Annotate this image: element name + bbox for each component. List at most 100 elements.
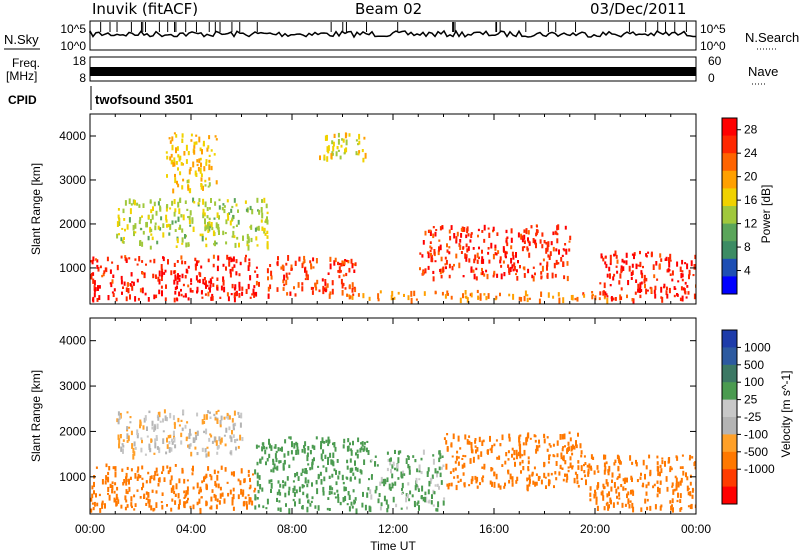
echo-cell bbox=[574, 471, 577, 475]
echo-cell bbox=[154, 274, 157, 278]
echo-cell bbox=[487, 293, 490, 299]
echo-cell bbox=[659, 480, 662, 485]
echo-cell bbox=[659, 464, 662, 468]
echo-cell bbox=[348, 506, 351, 512]
echo-cell bbox=[506, 236, 509, 239]
echo-cell bbox=[184, 261, 187, 265]
echo-cell bbox=[639, 476, 642, 480]
echo-cell bbox=[454, 467, 457, 471]
echo-cell bbox=[111, 488, 114, 494]
echo-cell bbox=[208, 177, 211, 181]
echo-cell bbox=[245, 288, 248, 294]
echo-cell bbox=[338, 269, 341, 274]
echo-cell bbox=[435, 508, 438, 512]
echo-cell bbox=[461, 457, 464, 460]
echo-cell bbox=[503, 272, 506, 277]
echo-cell bbox=[336, 459, 339, 463]
echo-cell bbox=[568, 240, 571, 243]
echo-cell bbox=[153, 423, 156, 427]
echo-cell bbox=[397, 291, 400, 295]
echo-cell bbox=[566, 475, 569, 480]
velocity-colorbar-segment bbox=[722, 382, 737, 401]
echo-cell bbox=[291, 441, 293, 448]
echo-cell bbox=[162, 438, 165, 444]
echo-cell bbox=[208, 217, 211, 221]
echo-cell bbox=[554, 471, 557, 475]
echo-cell bbox=[274, 453, 277, 459]
echo-cell bbox=[332, 442, 334, 446]
echo-cell bbox=[577, 484, 580, 488]
echo-cell bbox=[481, 479, 484, 483]
echo-cell bbox=[295, 449, 298, 455]
echo-cell bbox=[605, 502, 608, 506]
echo-cell bbox=[153, 478, 156, 481]
echo-cell bbox=[141, 241, 144, 247]
echo-cell bbox=[184, 275, 187, 279]
echo-cell bbox=[117, 208, 120, 211]
echo-cell bbox=[216, 418, 219, 424]
echo-cell bbox=[219, 424, 222, 428]
echo-cell bbox=[118, 217, 121, 222]
echo-cell bbox=[343, 152, 346, 155]
echo-cell bbox=[424, 496, 426, 503]
echo-cell bbox=[627, 491, 630, 496]
echo-cell bbox=[160, 275, 163, 281]
echo-cell bbox=[494, 298, 497, 301]
echo-cell bbox=[171, 144, 174, 151]
echo-cell bbox=[177, 417, 180, 423]
echo-cell bbox=[254, 292, 257, 295]
echo-cell bbox=[249, 205, 252, 211]
echo-cell bbox=[185, 436, 188, 442]
echo-cell bbox=[156, 240, 159, 245]
echo-cell bbox=[329, 291, 332, 295]
echo-cell bbox=[279, 492, 282, 496]
echo-cell bbox=[408, 469, 411, 475]
velocity-colorbar-segment bbox=[722, 330, 737, 348]
echo-cell bbox=[210, 475, 213, 481]
echo-cell bbox=[465, 243, 468, 248]
echo-cell bbox=[606, 493, 609, 498]
echo-cell bbox=[131, 285, 134, 291]
echo-cell bbox=[358, 133, 361, 140]
echo-cell bbox=[338, 275, 341, 279]
echo-cell bbox=[370, 474, 373, 480]
echo-cell bbox=[517, 451, 520, 457]
echo-cell bbox=[99, 265, 102, 269]
echo-cell bbox=[518, 296, 521, 301]
echo-cell bbox=[671, 270, 674, 276]
echo-cell bbox=[183, 151, 186, 156]
echo-cell bbox=[515, 453, 518, 460]
echo-cell bbox=[294, 473, 297, 478]
echo-cell bbox=[436, 470, 439, 474]
echo-cell bbox=[176, 298, 179, 302]
echo-cell bbox=[664, 460, 666, 467]
echo-cell bbox=[549, 251, 552, 256]
echo-cell bbox=[208, 437, 211, 442]
echo-cell bbox=[603, 462, 606, 467]
echo-cell bbox=[222, 230, 225, 236]
echo-cell bbox=[253, 293, 256, 298]
echo-cell bbox=[305, 470, 308, 475]
echo-cell bbox=[558, 471, 561, 476]
echo-cell bbox=[469, 239, 472, 243]
echo-cell bbox=[217, 255, 220, 261]
echo-cell bbox=[439, 226, 442, 231]
echo-cell bbox=[176, 146, 179, 151]
echo-cell bbox=[440, 256, 443, 262]
echo-cell bbox=[266, 216, 268, 222]
echo-cell bbox=[200, 162, 202, 168]
echo-cell bbox=[528, 252, 531, 258]
echo-cell bbox=[197, 167, 200, 172]
echo-cell bbox=[201, 480, 204, 484]
echo-cell bbox=[181, 260, 184, 265]
echo-cell bbox=[147, 235, 150, 241]
echo-cell bbox=[105, 463, 108, 468]
echo-cell bbox=[350, 450, 353, 456]
echo-cell bbox=[217, 483, 220, 489]
echo-cell bbox=[186, 490, 189, 495]
echo-cell bbox=[247, 244, 250, 251]
cpid-value: twofsound 3501 bbox=[95, 92, 193, 107]
echo-cell bbox=[237, 411, 240, 415]
echo-cell bbox=[149, 448, 152, 453]
